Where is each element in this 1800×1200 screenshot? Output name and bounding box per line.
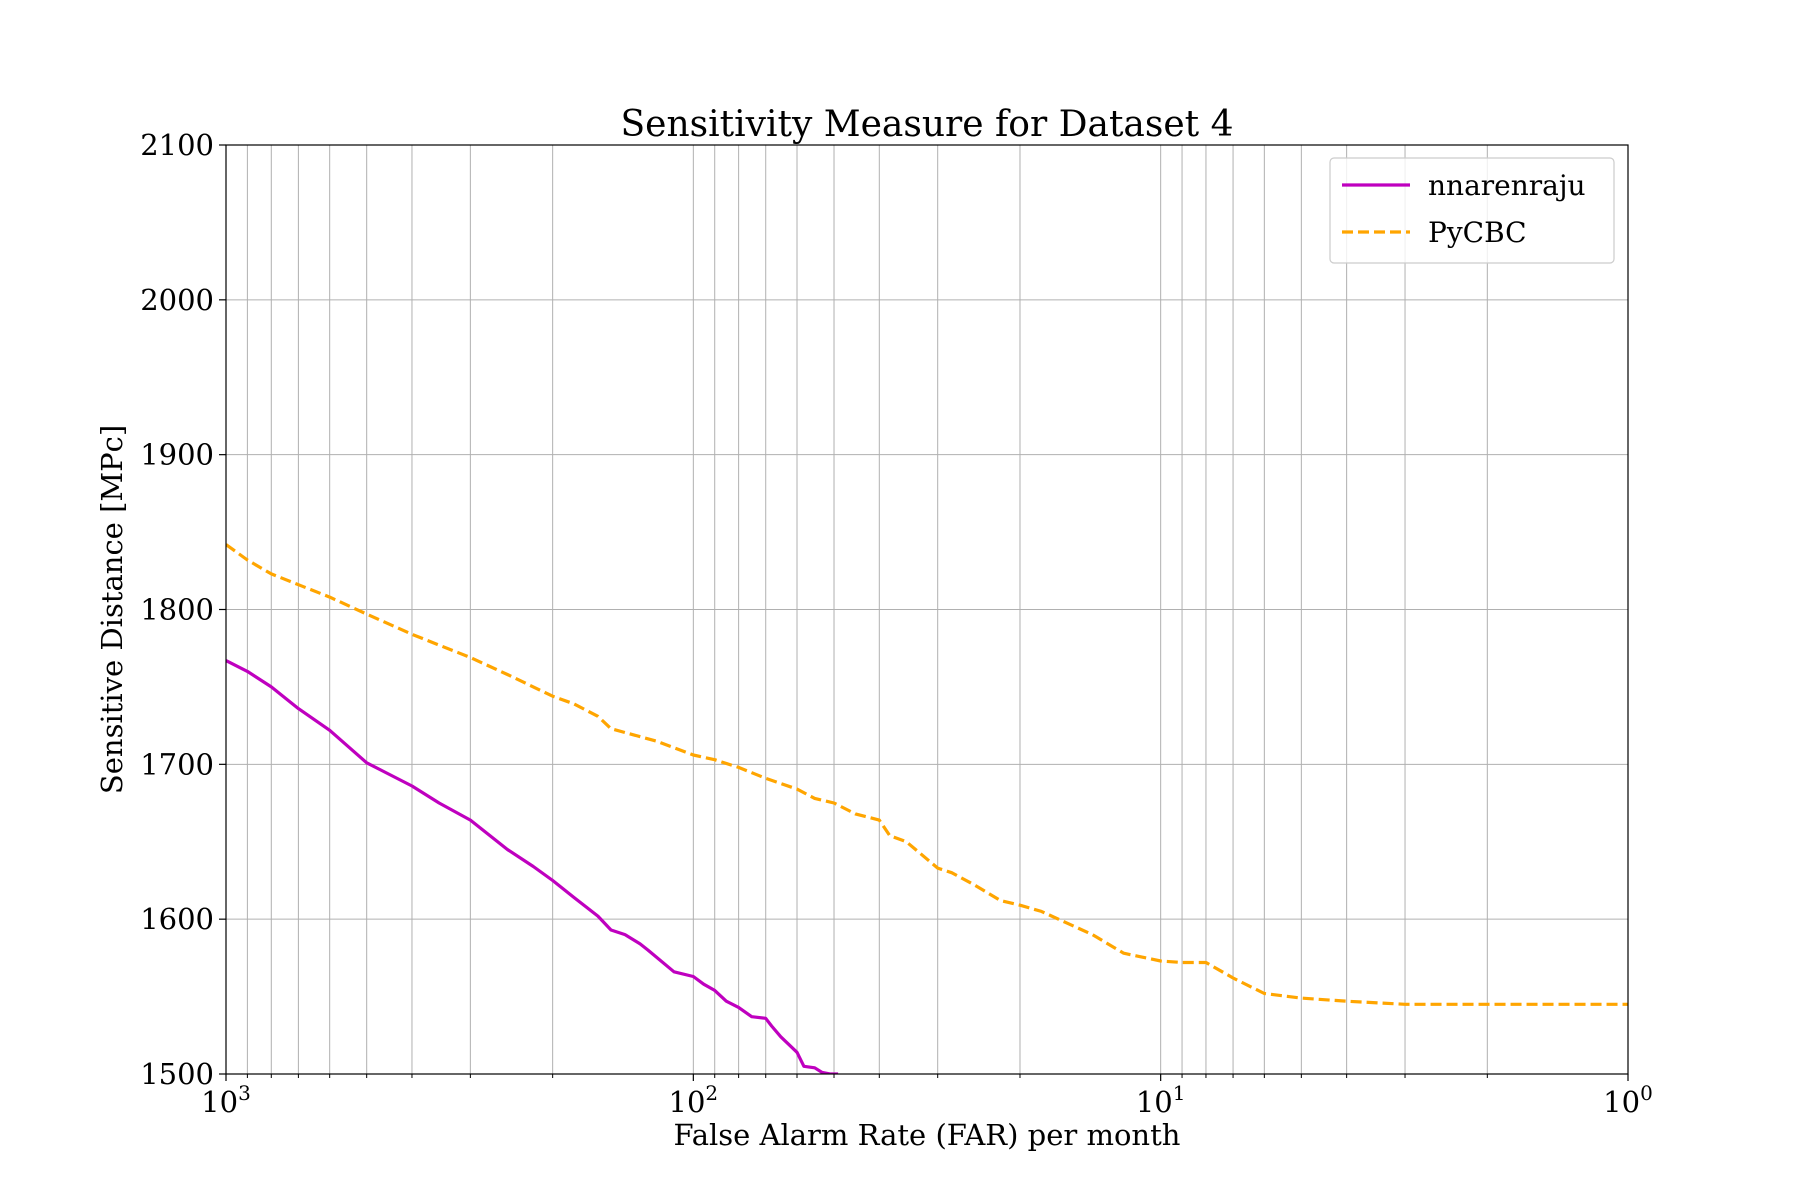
chart-title: Sensitivity Measure for Dataset 4: [621, 104, 1234, 145]
legend-label-nnarenraju: nnarenraju: [1428, 169, 1586, 202]
axis-ticks: 1500 1600 1700 1800 1900 2000 2100 103 102 101 100: [140, 128, 1653, 1119]
y-tick-label: 1800: [140, 593, 214, 627]
legend-label-pycbc: PyCBC: [1428, 216, 1527, 249]
y-tick-label: 1600: [140, 902, 214, 936]
x-axis-label: False Alarm Rate (FAR) per month: [674, 1118, 1181, 1152]
x-tick-label: 101: [1136, 1081, 1186, 1119]
y-tick-label: 1900: [140, 438, 214, 472]
x-tick-label: 102: [669, 1081, 719, 1119]
series-line-pycbc: [226, 543, 1628, 1006]
series-line-nnarenraju: [226, 659, 839, 1074]
x-tick-label: 100: [1603, 1081, 1653, 1119]
y-tick-label: 1500: [140, 1057, 214, 1091]
grid: [226, 144, 1629, 1075]
y-tick-label: 2000: [140, 283, 214, 317]
y-axis-label: Sensitive Distance [MPc]: [95, 425, 129, 794]
x-tick-label: 103: [201, 1081, 251, 1119]
y-tick-label: 1700: [140, 747, 214, 781]
series-layer: [226, 543, 1628, 1074]
y-tick-label: 2100: [140, 128, 214, 162]
legend: nnarenraju PyCBC: [1329, 157, 1615, 264]
